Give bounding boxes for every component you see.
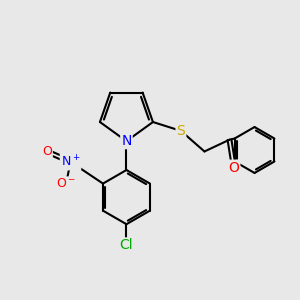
- Text: S: S: [176, 124, 185, 138]
- Text: N$^+$: N$^+$: [61, 154, 80, 170]
- Text: O$^-$: O$^-$: [56, 177, 76, 190]
- Text: Cl: Cl: [120, 238, 133, 252]
- Text: O: O: [229, 161, 239, 175]
- Text: N: N: [121, 134, 132, 148]
- Text: O: O: [42, 145, 52, 158]
